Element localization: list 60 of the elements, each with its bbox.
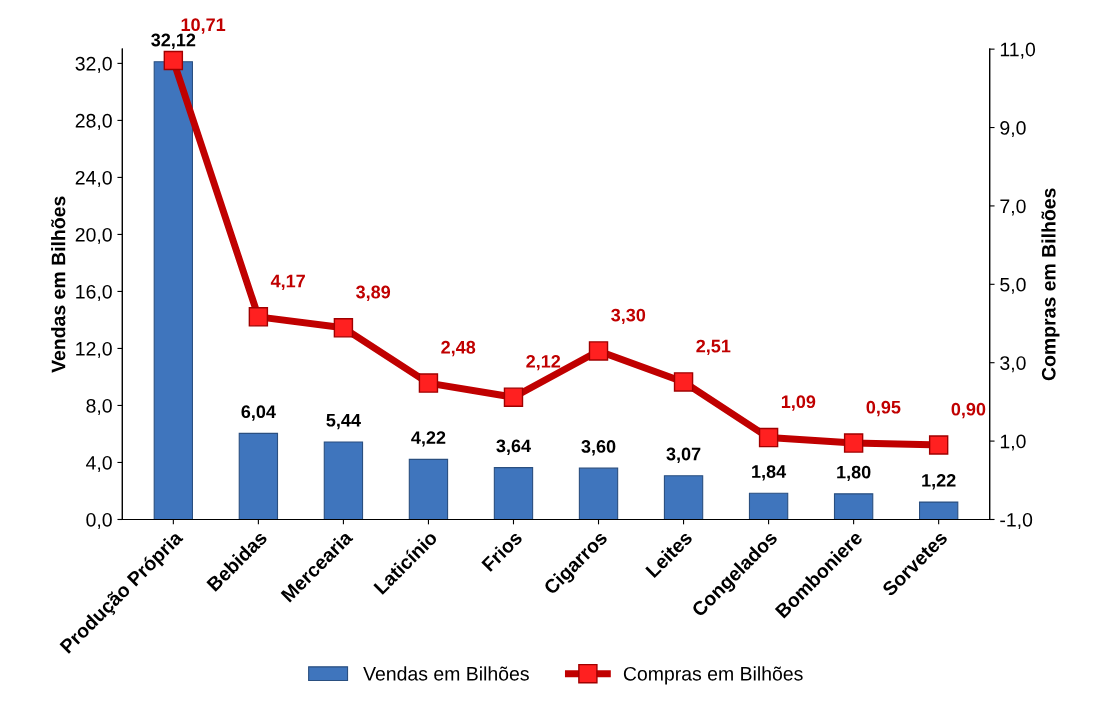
y2-tick-label: 7,0 xyxy=(1000,199,1026,216)
y2-axis-title: Compras em Bilhões xyxy=(1041,188,1060,381)
y-tick-label: 16,0 xyxy=(76,284,112,301)
data-label: 1,09 xyxy=(781,395,816,411)
y-tick-label: 24,0 xyxy=(75,170,112,187)
y2-tick-label: 5,0 xyxy=(1000,277,1026,294)
data-label: 1,84 xyxy=(752,465,787,481)
data-label: 5,44 xyxy=(326,414,361,430)
data-label: 3,30 xyxy=(611,308,646,325)
point xyxy=(248,307,269,327)
point xyxy=(673,372,694,392)
y-tick-label: 32,0 xyxy=(75,56,112,73)
y2-tick-label: 11,0 xyxy=(1000,42,1036,59)
y-tick-label: 8,0 xyxy=(86,398,112,415)
y2-tick-label: 3,0 xyxy=(1000,356,1026,373)
bar xyxy=(408,458,449,520)
data-label: 4,17 xyxy=(270,274,305,291)
point xyxy=(928,435,949,455)
y-tick-label: 20,0 xyxy=(75,227,112,244)
data-label: 1,80 xyxy=(837,465,871,482)
data-label: 3,64 xyxy=(496,439,531,455)
data-label: 10,71 xyxy=(181,18,226,34)
bar xyxy=(238,432,279,520)
point xyxy=(588,341,609,361)
y2-tick-label: 9,0 xyxy=(1000,121,1026,138)
bar xyxy=(153,61,194,520)
y2-tick-label: 1,0 xyxy=(1000,434,1026,451)
data-label: 0,95 xyxy=(866,400,901,417)
data-label: 0,90 xyxy=(951,402,986,419)
y-tick-label: 4,0 xyxy=(86,455,112,472)
y-tick-label: 12,0 xyxy=(76,341,112,358)
bar xyxy=(918,501,959,520)
point xyxy=(843,433,864,453)
data-label: 4,22 xyxy=(411,431,446,447)
bar xyxy=(663,475,704,520)
bar xyxy=(578,467,619,520)
bar xyxy=(323,441,364,520)
point xyxy=(503,387,524,407)
point xyxy=(333,318,354,338)
bar xyxy=(748,492,789,520)
data-label: 3,89 xyxy=(356,285,391,301)
y2-tick-label: -1,0 xyxy=(1000,512,1033,530)
data-label: 2,48 xyxy=(441,340,476,357)
legend-label: Vendas em Bilhões xyxy=(363,666,529,681)
y-axis-title: Vendas em Bilhões xyxy=(51,196,66,373)
data-label: 3,07 xyxy=(666,447,701,464)
y-tick-label: 0,0 xyxy=(86,512,112,530)
data-label: 1,22 xyxy=(922,473,956,490)
data-label: 32,12 xyxy=(151,33,196,49)
data-label: 6,04 xyxy=(241,405,276,421)
bar xyxy=(493,467,534,520)
data-label: 2,51 xyxy=(696,339,731,356)
bar xyxy=(833,493,874,520)
point xyxy=(758,427,779,448)
point xyxy=(163,50,184,71)
y-tick-label: 28,0 xyxy=(75,113,112,130)
data-label: 2,12 xyxy=(526,354,561,371)
point xyxy=(418,373,439,393)
data-label: 3,60 xyxy=(581,440,616,456)
legend-label: Compras em Bilhões xyxy=(623,666,803,685)
